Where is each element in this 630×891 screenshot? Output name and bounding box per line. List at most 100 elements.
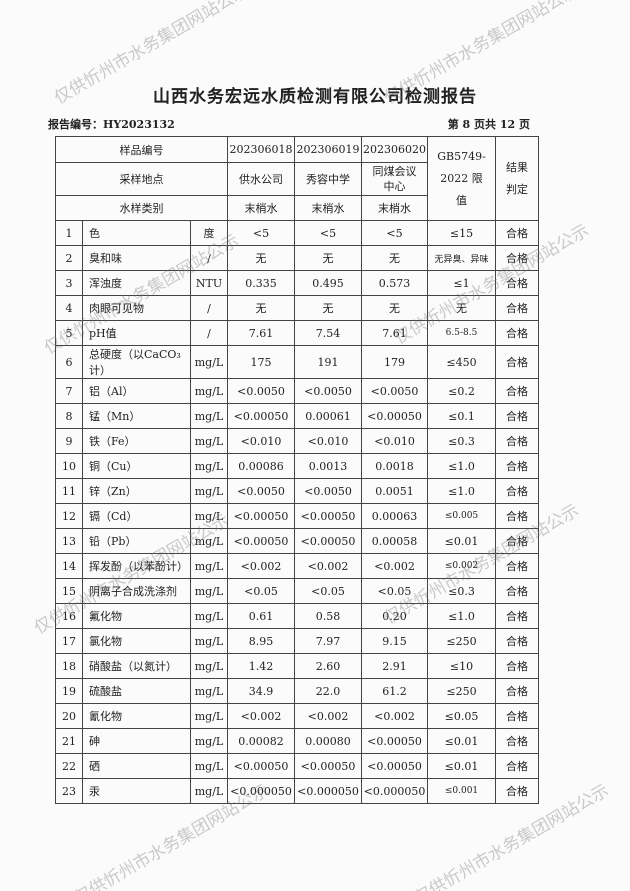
sample-no: 202306018	[227, 136, 295, 163]
table-row: 3 浑浊度 NTU 0.335 0.495 0.573 ≤1 合格	[55, 270, 539, 296]
result: 合格	[495, 295, 539, 321]
row-number: 15	[55, 578, 83, 604]
item-name: 硫酸盐	[82, 678, 191, 704]
table-row: 9 铁（Fe） mg/L <0.010 <0.010 <0.010 ≤0.3 合格	[55, 428, 539, 454]
value: <5	[294, 220, 362, 246]
value: 34.9	[227, 678, 295, 704]
limit: ≤1.0	[427, 603, 496, 629]
row-number: 3	[55, 270, 83, 296]
result: 合格	[495, 220, 539, 246]
row-number: 14	[55, 553, 83, 579]
limit: ≤0.005	[427, 503, 496, 529]
value: 179	[361, 345, 428, 379]
item-name: 硒	[82, 753, 191, 779]
report-title: 山西水务宏远水质检测有限公司检测报告	[153, 87, 477, 107]
value: 8.95	[227, 628, 295, 654]
value: <0.002	[294, 703, 362, 729]
type-label: 水样类别	[55, 195, 228, 221]
value: 0.495	[294, 270, 362, 296]
unit: mg/L	[190, 453, 228, 479]
row-number: 18	[55, 653, 83, 679]
value: 7.61	[227, 320, 295, 346]
value: <0.0050	[294, 378, 362, 404]
sample-location: 供水公司	[227, 162, 295, 196]
value: <5	[227, 220, 295, 246]
unit: 度	[190, 220, 228, 246]
item-name: 氟化物	[82, 603, 191, 629]
value: 7.54	[294, 320, 362, 346]
table-row: 1 色度 <5 <5 <5 ≤15 合格	[55, 220, 539, 246]
limit: ≤250	[427, 678, 496, 704]
unit: mg/L	[190, 778, 228, 804]
result: 合格	[495, 753, 539, 779]
value: 2.60	[294, 653, 362, 679]
value: <0.00050	[294, 528, 362, 554]
table-row: 2 臭和味 / 无无无无异臭、异味 合格	[55, 245, 539, 271]
item-name: 臭和味	[82, 245, 191, 271]
table-row: 14 挥发酚（以苯酚计） mg/L <0.002 <0.002 <0.002 ≤0.002 合…	[55, 553, 539, 579]
row-number: 9	[55, 428, 83, 454]
row-number: 4	[55, 295, 83, 321]
result: 合格	[495, 528, 539, 554]
value: 7.61	[361, 320, 428, 346]
unit: mg/L	[190, 728, 228, 754]
value: 2.91	[361, 653, 428, 679]
value: 0.58	[294, 603, 362, 629]
result: 合格	[495, 678, 539, 704]
value: <0.002	[361, 553, 428, 579]
limit: ≤0.05	[427, 703, 496, 729]
value: <0.0050	[227, 478, 295, 504]
value: <0.010	[294, 428, 362, 454]
row-number: 11	[55, 478, 83, 504]
item-name: 肉眼可见物	[82, 295, 191, 321]
row-number: 10	[55, 453, 83, 479]
table-row: 4 肉眼可见物 / 无无无无合格	[55, 295, 539, 321]
limit: ≤450	[427, 345, 496, 379]
unit: mg/L	[190, 503, 228, 529]
sample-location: 秀容中学	[294, 162, 362, 196]
unit: mg/L	[190, 678, 228, 704]
unit: mg/L	[190, 528, 228, 554]
value: 0.0018	[361, 453, 428, 479]
sample-no-label: 样品编号	[55, 136, 228, 163]
unit: mg/L	[190, 753, 228, 779]
result: 合格	[495, 478, 539, 504]
value: 0.00080	[294, 728, 362, 754]
value: <0.002	[227, 703, 295, 729]
value: <5	[361, 220, 428, 246]
table-row: 16 氟化物 mg/L 0.61 0.58 0.20 ≤1.0 合格	[55, 603, 539, 629]
unit: mg/L	[190, 403, 228, 429]
result: 合格	[495, 778, 539, 804]
value: <0.010	[361, 428, 428, 454]
value: <0.000050	[227, 778, 295, 804]
value: 9.15	[361, 628, 428, 654]
value: <0.00050	[361, 728, 428, 754]
item-name: 锰（Mn）	[82, 403, 191, 429]
value: <0.002	[227, 553, 295, 579]
value: 0.00061	[294, 403, 362, 429]
table-row: 5 pH值/7.61 7.54 7.61 6.5-8.5 合格	[55, 320, 539, 346]
limit: ≤15	[427, 220, 496, 246]
value: 0.335	[227, 270, 295, 296]
unit: mg/L	[190, 703, 228, 729]
sample-location: 同煤会议中心	[361, 162, 428, 196]
value: <0.0050	[361, 378, 428, 404]
unit: mg/L	[190, 553, 228, 579]
result: 合格	[495, 653, 539, 679]
limit: ≤0.01	[427, 528, 496, 554]
sample-no: 202306020	[361, 136, 428, 163]
row-number: 2	[55, 245, 83, 271]
row-number: 19	[55, 678, 83, 704]
item-name: 锌（Zn）	[82, 478, 191, 504]
row-number: 22	[55, 753, 83, 779]
table-row: 15 阴离子合成洗涤剂 mg/L <0.05 <0.05 <0.05 ≤0.3 合格	[55, 578, 539, 604]
value: <0.05	[361, 578, 428, 604]
row-number: 5	[55, 320, 83, 346]
result: 合格	[495, 428, 539, 454]
result: 合格	[495, 728, 539, 754]
value: <0.00050	[361, 403, 428, 429]
table-row: 13 铅（Pb） mg/L <0.00050 <0.00050 0.00058 ≤0.01 合…	[55, 528, 539, 554]
value: 22.0	[294, 678, 362, 704]
result: 合格	[495, 320, 539, 346]
value: <0.00050	[361, 753, 428, 779]
